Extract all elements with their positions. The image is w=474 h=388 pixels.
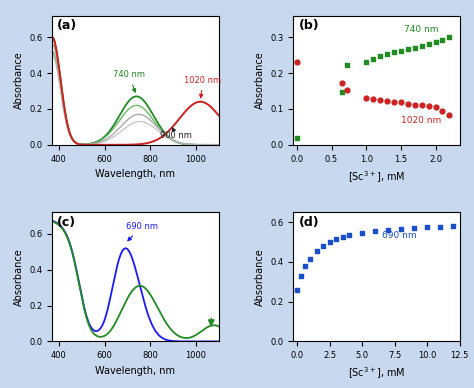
Point [449, 223, 457, 230]
Point [369, 55, 377, 62]
Text: 740 nm: 740 nm [113, 71, 145, 92]
Y-axis label: Absorbance: Absorbance [255, 51, 265, 109]
Text: 690 nm: 690 nm [126, 222, 158, 241]
Point [343, 62, 351, 68]
X-axis label: Wavelength, nm: Wavelength, nm [95, 169, 175, 179]
Point [425, 41, 432, 47]
Point [390, 49, 398, 55]
Text: (d): (d) [299, 216, 319, 229]
Point [363, 59, 370, 65]
Point [418, 43, 426, 50]
Point [384, 227, 392, 233]
Point [425, 103, 432, 109]
Point [383, 51, 391, 57]
Y-axis label: Absorbance: Absorbance [255, 248, 265, 306]
Point [410, 225, 418, 231]
Point [339, 234, 346, 240]
Point [297, 273, 305, 279]
Point [418, 102, 426, 108]
Point [404, 46, 411, 52]
X-axis label: Wavelength, nm: Wavelength, nm [95, 366, 175, 376]
Point [372, 228, 379, 234]
Point [437, 224, 444, 230]
Y-axis label: Absorbance: Absorbance [14, 51, 24, 109]
X-axis label: [Sc$^{3+}$], mM: [Sc$^{3+}$], mM [348, 366, 405, 381]
Point [293, 135, 301, 141]
X-axis label: [Sc$^{3+}$], mM: [Sc$^{3+}$], mM [348, 169, 405, 185]
Text: 1020 nm: 1020 nm [401, 116, 441, 125]
Point [390, 99, 398, 105]
Text: (a): (a) [57, 19, 77, 33]
Point [301, 263, 309, 269]
Point [338, 80, 346, 86]
Point [432, 39, 439, 45]
Text: (c): (c) [57, 216, 76, 229]
Point [326, 239, 334, 245]
Point [398, 226, 405, 232]
Point [307, 256, 314, 262]
Point [446, 112, 453, 118]
Point [432, 104, 439, 110]
Point [363, 95, 370, 101]
Point [376, 53, 384, 59]
Point [423, 224, 431, 230]
Point [319, 243, 327, 249]
Point [411, 102, 419, 108]
Point [369, 96, 377, 102]
Point [438, 36, 446, 43]
Point [343, 87, 351, 94]
Point [346, 232, 353, 238]
Point [383, 97, 391, 104]
Point [404, 100, 411, 107]
Text: 900 nm: 900 nm [160, 128, 192, 140]
Point [358, 229, 366, 236]
Point [338, 88, 346, 95]
Point [397, 99, 405, 106]
Point [397, 48, 405, 54]
Point [332, 236, 340, 242]
Text: (b): (b) [299, 19, 319, 33]
Point [446, 34, 453, 40]
Point [376, 97, 384, 103]
Point [313, 248, 320, 254]
Text: 1020 nm: 1020 nm [184, 76, 221, 98]
Point [293, 287, 301, 293]
Text: 740 nm: 740 nm [404, 25, 439, 34]
Point [438, 107, 446, 114]
Y-axis label: Absorbance: Absorbance [14, 248, 24, 306]
Point [293, 59, 301, 65]
Text: 690 nm: 690 nm [382, 231, 417, 240]
Point [411, 45, 419, 51]
